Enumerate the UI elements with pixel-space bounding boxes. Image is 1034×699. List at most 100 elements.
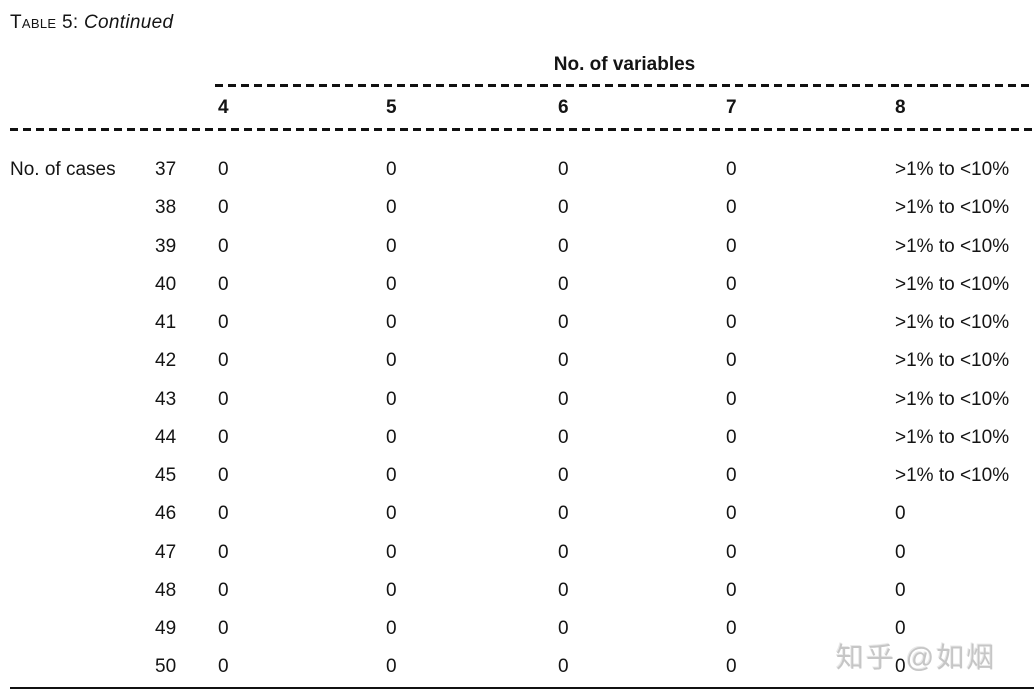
case-number: 44 bbox=[155, 426, 177, 448]
cell-value: 0 bbox=[386, 312, 397, 334]
table-container: Table 5: Continued No. of variables 4 5 … bbox=[10, 12, 1034, 689]
cell-value: 0 bbox=[558, 618, 569, 640]
cell-value: 0 bbox=[558, 235, 569, 257]
cell-value: 0 bbox=[386, 159, 397, 181]
cell-value: 0 bbox=[558, 579, 569, 601]
cell-value: >1% to <10% bbox=[895, 235, 1010, 257]
table-row: 49 0 0 0 0 0 bbox=[10, 610, 1034, 648]
cell-value: 0 bbox=[218, 350, 229, 372]
cell-value: 0 bbox=[218, 312, 229, 334]
cell-value: 0 bbox=[726, 618, 737, 640]
row-stub-label: No. of cases bbox=[10, 159, 116, 181]
cell-value: 0 bbox=[386, 541, 397, 563]
cell-value: 0 bbox=[726, 579, 737, 601]
table-row: 47 0 0 0 0 0 bbox=[10, 534, 1034, 572]
table-row: 50 0 0 0 0 0 bbox=[10, 648, 1034, 686]
table-row: 38 0 0 0 0 >1% to <10% bbox=[10, 189, 1034, 227]
cell-value: >1% to <10% bbox=[895, 273, 1010, 295]
column-header: 8 bbox=[895, 97, 906, 118]
table-row: 45 0 0 0 0 >1% to <10% bbox=[10, 457, 1034, 495]
cell-value: 0 bbox=[558, 541, 569, 563]
cell-value: 0 bbox=[386, 426, 397, 448]
column-header: 6 bbox=[558, 97, 569, 118]
cell-value: 0 bbox=[726, 235, 737, 257]
column-header: 5 bbox=[386, 97, 397, 118]
column-header-row: 4 5 6 7 8 bbox=[10, 96, 1034, 120]
case-number: 48 bbox=[155, 579, 177, 601]
cell-value: >1% to <10% bbox=[895, 388, 1010, 410]
cell-value: 0 bbox=[895, 541, 906, 563]
table-row: 39 0 0 0 0 >1% to <10% bbox=[10, 228, 1034, 266]
cell-value: >1% to <10% bbox=[895, 426, 1010, 448]
header-dashed-rule bbox=[10, 128, 1034, 131]
table-caption: Table 5: Continued bbox=[10, 12, 1034, 38]
case-number: 45 bbox=[155, 465, 177, 487]
cell-value: 0 bbox=[386, 350, 397, 372]
table-row: 44 0 0 0 0 >1% to <10% bbox=[10, 419, 1034, 457]
cell-value: 0 bbox=[558, 465, 569, 487]
cell-value: 0 bbox=[558, 388, 569, 410]
case-number: 43 bbox=[155, 388, 177, 410]
cell-value: 0 bbox=[726, 503, 737, 525]
case-number: 41 bbox=[155, 312, 177, 334]
case-number: 39 bbox=[155, 235, 177, 257]
cell-value: 0 bbox=[726, 350, 737, 372]
table-bottom-rule bbox=[10, 686, 1034, 689]
cell-value: 0 bbox=[386, 465, 397, 487]
cell-value: 0 bbox=[218, 618, 229, 640]
cell-value: 0 bbox=[218, 579, 229, 601]
cell-value: 0 bbox=[558, 656, 569, 678]
table-caption-number: 5: bbox=[61, 12, 79, 33]
table-row: No. of cases 37 0 0 0 0 >1% to <10% bbox=[10, 151, 1034, 189]
cell-value: 0 bbox=[558, 312, 569, 334]
table-row: 42 0 0 0 0 >1% to <10% bbox=[10, 342, 1034, 380]
table-body: No. of cases 37 0 0 0 0 >1% to <10% 38 0… bbox=[10, 131, 1034, 687]
case-number: 38 bbox=[155, 197, 177, 219]
cell-value: 0 bbox=[726, 656, 737, 678]
cell-value: 0 bbox=[218, 197, 229, 219]
case-number: 40 bbox=[155, 273, 177, 295]
cell-value: 0 bbox=[218, 388, 229, 410]
table-row: 43 0 0 0 0 >1% to <10% bbox=[10, 381, 1034, 419]
cell-value: 0 bbox=[218, 235, 229, 257]
cell-value: >1% to <10% bbox=[895, 350, 1010, 372]
cell-value: 0 bbox=[386, 656, 397, 678]
cell-value: >1% to <10% bbox=[895, 197, 1010, 219]
cell-value: >1% to <10% bbox=[895, 465, 1010, 487]
cell-value: 0 bbox=[726, 541, 737, 563]
cell-value: 0 bbox=[895, 503, 906, 525]
cell-value: 0 bbox=[726, 465, 737, 487]
column-group-header: No. of variables bbox=[553, 54, 696, 75]
cell-value: 0 bbox=[726, 388, 737, 410]
table-row: 40 0 0 0 0 >1% to <10% bbox=[10, 266, 1034, 304]
case-number: 47 bbox=[155, 541, 177, 563]
cell-value: 0 bbox=[895, 656, 906, 678]
cell-value: 0 bbox=[386, 235, 397, 257]
case-number: 49 bbox=[155, 618, 177, 640]
cell-value: 0 bbox=[386, 273, 397, 295]
cell-value: >1% to <10% bbox=[895, 312, 1010, 334]
cell-value: 0 bbox=[386, 197, 397, 219]
cell-value: 0 bbox=[895, 618, 906, 640]
cell-value: 0 bbox=[218, 503, 229, 525]
cell-value: 0 bbox=[558, 197, 569, 219]
cell-value: 0 bbox=[726, 197, 737, 219]
cell-value: >1% to <10% bbox=[895, 159, 1010, 181]
cell-value: 0 bbox=[726, 312, 737, 334]
cell-value: 0 bbox=[218, 465, 229, 487]
table-row: 41 0 0 0 0 >1% to <10% bbox=[10, 304, 1034, 342]
cell-value: 0 bbox=[726, 426, 737, 448]
cell-value: 0 bbox=[558, 159, 569, 181]
table-row: 46 0 0 0 0 0 bbox=[10, 495, 1034, 533]
cell-value: 0 bbox=[386, 618, 397, 640]
table-caption-continued: Continued bbox=[84, 12, 174, 33]
cell-value: 0 bbox=[558, 503, 569, 525]
cell-value: 0 bbox=[895, 579, 906, 601]
case-number: 50 bbox=[155, 656, 177, 678]
case-number: 37 bbox=[155, 159, 177, 181]
cell-value: 0 bbox=[218, 656, 229, 678]
cell-value: 0 bbox=[726, 273, 737, 295]
cell-value: 0 bbox=[218, 159, 229, 181]
column-header: 4 bbox=[218, 97, 229, 118]
